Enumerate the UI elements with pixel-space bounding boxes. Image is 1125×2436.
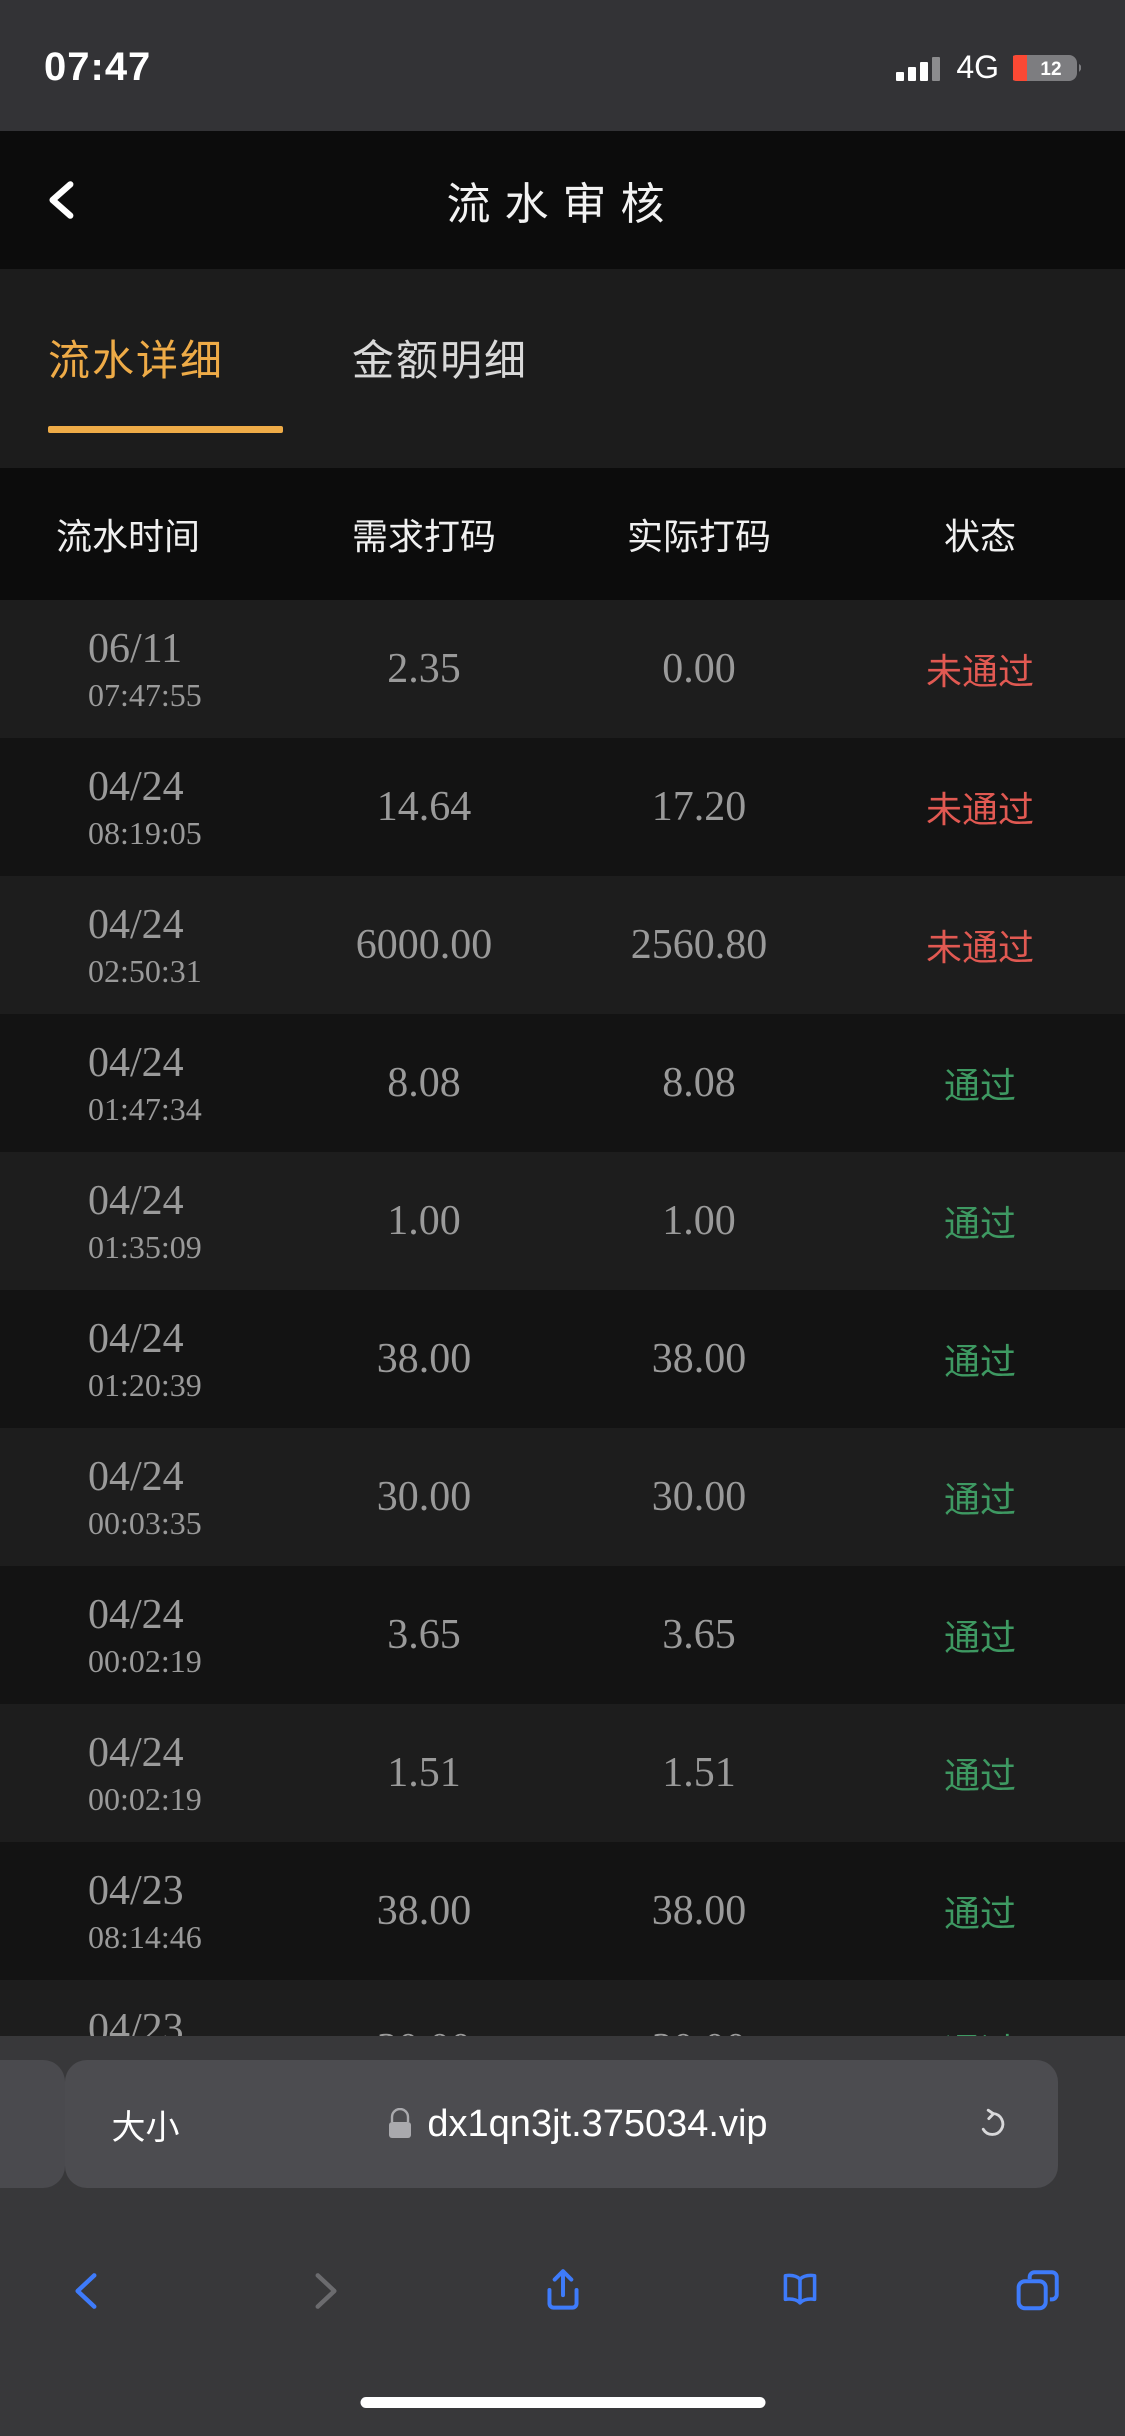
svg-text:12: 12 xyxy=(1040,59,1061,80)
